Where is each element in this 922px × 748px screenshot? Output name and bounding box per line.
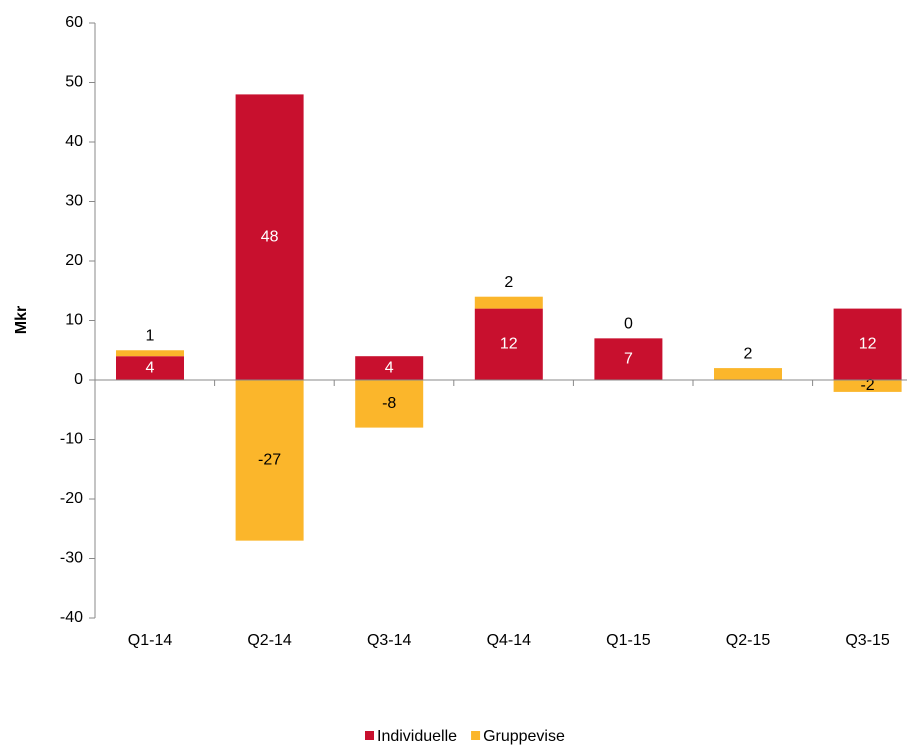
bar [235,380,304,541]
data-label: 4 [385,359,394,376]
data-label: 2 [744,345,753,362]
y-tick-label: 0 [74,371,83,388]
legend-swatch [365,731,374,740]
bar [714,368,782,380]
data-label: 12 [859,336,877,353]
legend-swatch [471,731,481,740]
y-axis-label: Mkr [13,306,30,334]
bar [355,356,424,380]
legend-label: Gruppevise [483,728,565,745]
data-label: 48 [261,228,279,245]
bar [355,380,424,428]
x-tick-label: Q2-15 [726,632,771,649]
y-tick-label: -20 [60,490,83,507]
y-tick-label: -40 [60,609,83,626]
data-label: 12 [500,336,518,353]
x-tick-label: Q4-14 [487,632,532,649]
bar [474,308,543,380]
data-label: 4 [146,359,155,376]
x-tick-label: Q3-15 [845,632,890,649]
bar [594,338,663,380]
y-tick-label: -30 [60,550,83,567]
data-label: -27 [258,452,281,469]
bar [833,308,902,380]
data-label: -8 [382,395,396,412]
y-tick-label: 60 [65,14,83,31]
x-tick-label: Q2-14 [247,632,292,649]
y-tick-label: 40 [65,133,83,150]
bar [833,380,902,392]
data-label: 2 [504,274,513,291]
y-tick-label: -10 [60,431,83,448]
y-tick-label: 20 [65,252,83,269]
bar [474,296,543,309]
data-label: -2 [860,377,874,394]
data-label: 1 [146,327,155,344]
y-tick-label: 50 [65,74,83,91]
bar [116,350,184,357]
legend-label: Individuelle [377,728,457,745]
data-label: 7 [624,350,633,367]
bar [235,94,304,381]
x-tick-label: Q1-14 [128,632,173,649]
bar [116,356,184,380]
data-label: 0 [624,316,633,333]
x-tick-label: Q3-14 [367,632,412,649]
y-tick-label: 30 [65,193,83,210]
x-tick-label: Q1-15 [606,632,651,649]
y-tick-label: 10 [65,312,83,329]
